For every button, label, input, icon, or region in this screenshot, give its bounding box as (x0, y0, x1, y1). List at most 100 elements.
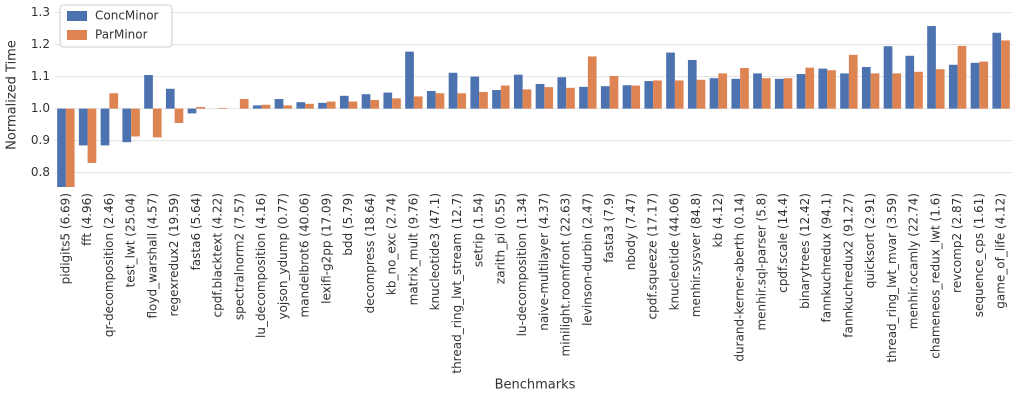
x-tick-label: menhir.sysver (84.8) (689, 193, 703, 317)
bar (361, 94, 371, 109)
x-tick-label: lu_decomposition (4.16) (254, 193, 268, 338)
x-tick-label: revcomp2 (2.87) (950, 193, 964, 293)
bar (979, 61, 989, 109)
x-tick-label: menhir.ocamly (22.74) (907, 193, 921, 329)
bar (883, 46, 893, 109)
bar (783, 78, 793, 109)
bar (500, 85, 510, 109)
legend-label: ParMinor (95, 28, 148, 42)
x-tick-label: bdd (5.79) (341, 193, 355, 256)
bar (492, 90, 501, 109)
x-tick-label: cpdf.scale (14.4) (776, 193, 790, 293)
x-tick-label: yojson_ydump (0.77) (276, 193, 290, 320)
x-tick-label: fannkuchredux2 (91.27) (841, 193, 855, 338)
x-tick-label: regexredux2 (19.59) (167, 193, 181, 317)
bar (144, 75, 153, 109)
bar (274, 99, 284, 109)
bar (796, 74, 806, 109)
x-tick-label: decompress (18.64) (363, 193, 377, 313)
x-tick-label: matrix_mult (9.76) (406, 193, 420, 305)
bar (566, 87, 575, 109)
bar (448, 72, 458, 109)
bar (383, 92, 393, 109)
x-tick-label: zarith_pi (0.55) (493, 193, 507, 284)
x-tick-label: test_lwt (25.04) (124, 193, 138, 287)
bar (927, 26, 936, 109)
labels: 0.8 0.9 1.0 1.1 1.2 1.3 pidigits5 (6.69) fft (4… (31, 5, 1008, 374)
bar (57, 108, 66, 187)
bar (761, 78, 771, 109)
bar (413, 96, 423, 109)
bar (718, 73, 728, 109)
bar (305, 103, 314, 109)
x-axis-label: Benchmarks (495, 378, 576, 393)
x-tick-label: fannkuchredux (94.1) (820, 193, 834, 322)
bar (479, 91, 488, 109)
legend: ConcMinor ParMinor (59, 4, 173, 48)
bar (774, 78, 784, 109)
bar (740, 67, 749, 109)
bar (78, 108, 88, 146)
bar (87, 108, 97, 163)
x-tick-label: minilight.roomfront (22.63) (559, 193, 573, 357)
bar (348, 101, 358, 109)
bar (992, 32, 1002, 109)
bar (544, 87, 554, 109)
bar (457, 93, 467, 109)
x-tick-label: binarytrees (12.42) (798, 193, 812, 309)
bar (753, 73, 762, 109)
x-tick-label: lu-decomposition (1.34) (515, 193, 529, 336)
x-tick-label: knucleotide3 (47.1) (428, 193, 442, 310)
legend-swatch (67, 11, 87, 21)
bar (653, 80, 662, 109)
bar (165, 88, 175, 109)
bar (196, 107, 206, 109)
bar (579, 86, 588, 109)
y-tick-label: 0.8 (31, 165, 50, 179)
bar (405, 51, 414, 109)
x-tick-label: setrip (1.54) (472, 193, 486, 267)
bar (587, 56, 597, 109)
x-tick-label: cpdf.squeeze (17.17) (646, 193, 660, 319)
bar (557, 77, 567, 109)
x-tick-label: sequence_cps (1.61) (972, 193, 986, 317)
bar (318, 102, 327, 109)
x-tick-label: nbody (7.47) (624, 193, 638, 270)
x-tick-label: quicksort (2.91) (863, 193, 877, 288)
bar (370, 99, 380, 109)
x-tick-label: lexifi-g2pp (17.09) (319, 193, 333, 304)
x-tick-label: spectralnorm2 (7.57) (232, 193, 246, 320)
bar (840, 73, 849, 109)
x-tick-label: floyd_warshall (4.57) (145, 193, 159, 319)
bar (174, 108, 184, 123)
x-tick-label: cpdf.blacktext (4.22) (211, 193, 225, 317)
x-tick-label: kb (4.12) (711, 193, 725, 247)
bar (239, 99, 249, 109)
bar (905, 55, 915, 109)
bar (644, 81, 654, 109)
bar (709, 78, 719, 109)
x-tick-label: qr-decomposition (2.46) (102, 193, 116, 337)
bar (892, 73, 902, 109)
bar (122, 108, 132, 143)
x-tick-label: naive-multilayer (4.37) (537, 193, 551, 331)
x-tick-label: mandelbrot6 (40.06) (298, 193, 312, 317)
bar (65, 108, 75, 187)
bar (631, 85, 641, 109)
bar (187, 108, 197, 114)
bar (914, 71, 923, 109)
x-tick-label: pidigits5 (6.69) (58, 193, 72, 284)
bar (935, 69, 945, 109)
bar (131, 108, 140, 137)
bar (296, 102, 306, 109)
bar (805, 67, 815, 109)
bar (609, 75, 619, 109)
y-tick-label: 1.1 (31, 69, 50, 83)
bar (109, 93, 119, 109)
bar (861, 67, 871, 109)
bar (252, 105, 262, 109)
bar (818, 68, 828, 109)
x-tick-label: thread_ring_lwt_mvar (3.59) (885, 193, 899, 363)
x-tick-label: game_of_life (4.12) (994, 193, 1008, 309)
y-tick-label: 1.0 (31, 101, 50, 115)
